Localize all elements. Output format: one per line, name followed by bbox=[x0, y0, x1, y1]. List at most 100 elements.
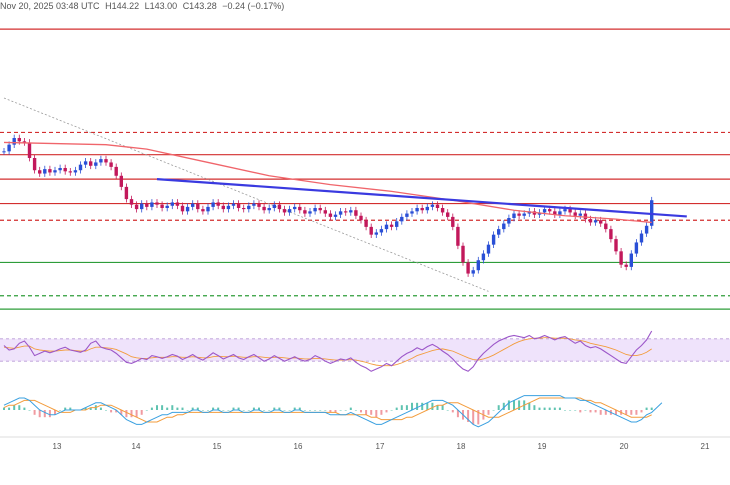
candle-body bbox=[293, 206, 297, 210]
candle-body bbox=[558, 211, 562, 215]
candle-body bbox=[634, 242, 639, 254]
macd-histogram-bar bbox=[441, 405, 444, 410]
macd-histogram-bar bbox=[242, 410, 245, 411]
candle-body bbox=[48, 169, 52, 173]
candle-body bbox=[359, 215, 363, 221]
candle-body bbox=[507, 218, 511, 224]
candle-body bbox=[619, 251, 623, 265]
candle-body bbox=[553, 211, 557, 215]
candle-body bbox=[185, 206, 190, 212]
macd-histogram-bar bbox=[69, 407, 72, 410]
macd-histogram-bar bbox=[334, 410, 337, 413]
candle-body bbox=[481, 253, 486, 261]
macd-histogram-bar bbox=[569, 410, 572, 411]
candle-body bbox=[282, 209, 287, 213]
macd-histogram-bar bbox=[640, 410, 643, 413]
macd-histogram-bar bbox=[574, 410, 577, 411]
candle-body bbox=[323, 210, 327, 214]
candle-body bbox=[53, 170, 57, 173]
x-tick-label: 18 bbox=[457, 442, 466, 451]
candle-body bbox=[430, 204, 435, 207]
macd-histogram-bar bbox=[54, 410, 56, 415]
candle-body bbox=[369, 226, 373, 235]
candle-body bbox=[578, 213, 582, 216]
macd-histogram-bar bbox=[273, 407, 276, 410]
candle-body bbox=[170, 202, 174, 206]
candle-body bbox=[502, 223, 506, 230]
macd-histogram-bar bbox=[105, 410, 107, 411]
candle-body bbox=[43, 169, 47, 174]
candle-body bbox=[262, 206, 266, 211]
macd-histogram-bar bbox=[533, 405, 536, 410]
macd-histogram-bar bbox=[329, 410, 332, 413]
macd-histogram-bar bbox=[150, 407, 153, 410]
candle-body bbox=[400, 216, 404, 222]
candle-body bbox=[236, 203, 241, 208]
macd-histogram-bar bbox=[645, 407, 648, 410]
macd-histogram-bar bbox=[84, 407, 87, 410]
candle-body bbox=[573, 212, 577, 216]
macd-histogram-bar bbox=[48, 410, 51, 418]
macd-histogram-bar bbox=[395, 407, 398, 410]
candle-body bbox=[609, 229, 613, 240]
macd-histogram-bar bbox=[487, 410, 490, 415]
candle-body bbox=[593, 220, 598, 223]
candle-body bbox=[563, 209, 567, 212]
candle-body bbox=[568, 209, 572, 213]
candle-body bbox=[22, 141, 27, 143]
candle-body bbox=[32, 158, 37, 171]
macd-histogram-bar bbox=[416, 402, 419, 410]
candle-body bbox=[165, 205, 169, 208]
macd-histogram-bar bbox=[298, 407, 301, 410]
macd-histogram-bar bbox=[217, 407, 220, 410]
moving-average-line bbox=[3, 141, 652, 224]
macd-histogram-bar bbox=[431, 402, 434, 410]
x-tick-label: 13 bbox=[53, 442, 62, 451]
candle-body bbox=[124, 186, 129, 200]
candle-body bbox=[313, 208, 317, 212]
macd-panel bbox=[3, 395, 663, 428]
candle-body bbox=[226, 205, 231, 210]
macd-histogram-bar bbox=[421, 402, 424, 410]
macd-histogram-bar bbox=[222, 410, 225, 411]
macd-histogram-bar bbox=[400, 405, 403, 410]
candle-body bbox=[211, 202, 215, 207]
candle-body bbox=[548, 209, 552, 212]
candle-body bbox=[257, 203, 261, 207]
macd-histogram-bar bbox=[237, 407, 240, 410]
macd-histogram-bar bbox=[171, 405, 174, 410]
candle-body bbox=[94, 162, 98, 166]
trendline-layer bbox=[156, 178, 687, 218]
macd-histogram-bar bbox=[314, 410, 317, 411]
macd-histogram-bar bbox=[181, 407, 184, 410]
candle-body bbox=[17, 138, 21, 142]
macd-histogram-bar bbox=[553, 407, 556, 410]
candle-body bbox=[2, 151, 6, 153]
candle-body bbox=[471, 270, 475, 274]
candle-body bbox=[440, 208, 445, 213]
candle-body bbox=[272, 204, 276, 208]
candle-body bbox=[83, 161, 88, 165]
candle-body bbox=[614, 239, 618, 252]
candle-body bbox=[476, 260, 480, 271]
candle-body bbox=[374, 232, 378, 235]
macd-histogram-bar bbox=[513, 400, 515, 410]
macd-histogram-bar bbox=[99, 407, 102, 410]
macd-histogram-bar bbox=[456, 410, 459, 418]
x-tick-label: 16 bbox=[294, 442, 303, 451]
macd-histogram-bar bbox=[13, 405, 16, 410]
macd-histogram-bar bbox=[43, 410, 46, 418]
candle-body bbox=[333, 214, 338, 217]
candle-body bbox=[277, 204, 282, 210]
candle-body bbox=[150, 202, 154, 207]
macd-signal-line bbox=[3, 397, 652, 423]
macd-histogram-bar bbox=[426, 402, 429, 410]
x-tick-label: 17 bbox=[376, 442, 385, 451]
macd-histogram-bar bbox=[232, 407, 235, 410]
macd-histogram-bar bbox=[650, 407, 653, 410]
macd-histogram-bar bbox=[191, 407, 194, 410]
candle-body bbox=[486, 244, 491, 254]
macd-histogram-bar bbox=[196, 407, 199, 410]
macd-histogram-bar bbox=[344, 410, 347, 411]
